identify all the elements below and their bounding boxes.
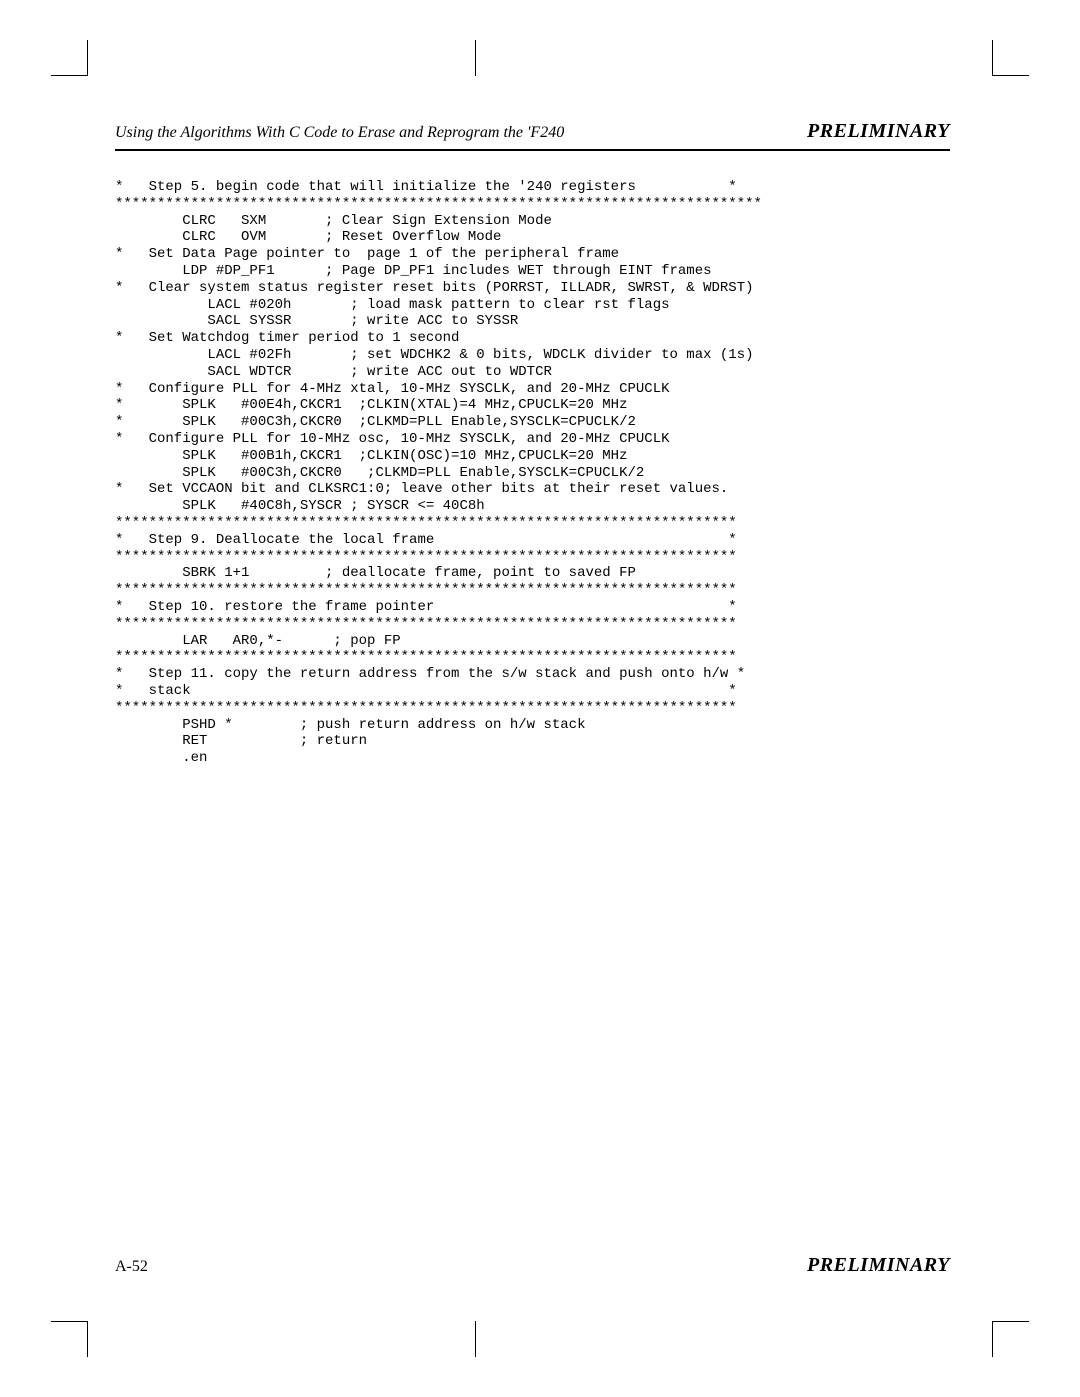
footer-preliminary: PRELIMINARY [807,1254,950,1277]
crop-mark [475,1321,476,1357]
crop-mark [87,1321,88,1357]
crop-mark [51,75,87,76]
page-footer: A-52 PRELIMINARY [115,1254,950,1277]
crop-mark [475,40,476,76]
page: Using the Algorithms With C Code to Eras… [0,0,1080,1397]
running-head-title: Using the Algorithms With C Code to Eras… [115,124,564,142]
content-area: Using the Algorithms With C Code to Eras… [115,120,950,1277]
crop-mark [993,75,1029,76]
running-head-preliminary: PRELIMINARY [807,120,950,143]
crop-mark [992,40,993,76]
crop-mark [87,40,88,76]
running-head: Using the Algorithms With C Code to Eras… [115,120,950,151]
crop-mark [993,1321,1029,1322]
assembly-code-listing: * Step 5. begin code that will initializ… [115,179,950,767]
footer-page-number: A-52 [115,1258,148,1276]
crop-mark [51,1321,87,1322]
crop-mark [992,1321,993,1357]
